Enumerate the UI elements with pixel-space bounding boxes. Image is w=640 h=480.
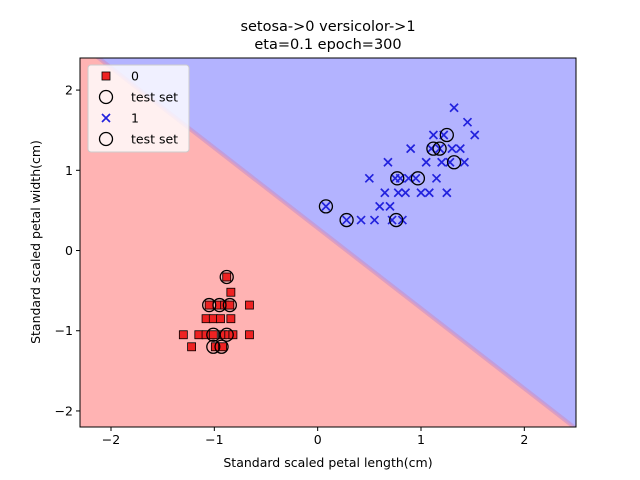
- point-test-set: [339, 212, 354, 228]
- point-class1: [459, 157, 470, 167]
- legend-marker-x: [101, 113, 111, 123]
- legend-item: 0: [101, 69, 139, 84]
- point-class1: [321, 201, 331, 212]
- legend-item: test set: [98, 131, 178, 147]
- x-tick-label: 0: [314, 432, 322, 447]
- legend-label: 0: [131, 69, 139, 84]
- point-class1: [431, 173, 442, 183]
- point-test-set: [219, 269, 234, 285]
- legend-label: test set: [131, 132, 178, 147]
- point-class0: [225, 300, 235, 310]
- point-class0: [187, 342, 197, 352]
- point-class1: [445, 157, 455, 167]
- x-tick-label: −1: [205, 432, 223, 447]
- point-class0: [222, 272, 232, 282]
- point-class0: [194, 330, 204, 340]
- point-test-set: [389, 212, 404, 228]
- legend-label: test set: [131, 90, 178, 105]
- point-class1: [369, 215, 380, 225]
- y-axis-label: Standard scaled petal width(cm): [28, 140, 43, 344]
- plot-frame: [79, 57, 577, 428]
- point-class1: [356, 215, 366, 225]
- x-axis-label: Standard scaled petal length(cm): [223, 455, 432, 470]
- legend-label: 1: [131, 111, 139, 126]
- point-class0: [245, 330, 254, 340]
- series-test-set: [202, 127, 462, 354]
- point-class1: [442, 188, 452, 198]
- point-class1: [364, 173, 374, 183]
- point-test-set: [432, 141, 447, 156]
- point-class0: [216, 314, 225, 324]
- point-test-set: [212, 297, 227, 313]
- point-class1: [387, 215, 397, 225]
- y-tick-label: 2: [65, 83, 73, 98]
- y-tick-label: 0: [65, 243, 73, 258]
- legend-item: test set: [98, 89, 178, 105]
- point-class1: [380, 188, 390, 198]
- x-axis: −2 −1 0 1 2: [102, 427, 528, 447]
- point-test-set: [214, 339, 229, 354]
- y-axis: −2 −1 0 1 2: [55, 83, 80, 418]
- legend-marker-ring: [98, 131, 114, 147]
- legend-item: 1: [101, 111, 139, 126]
- chart-title-line1: setosa->0 versicolor->1: [240, 19, 415, 35]
- point-class1: [406, 144, 416, 154]
- point-class1: [341, 215, 352, 225]
- x-tick-label: −2: [102, 432, 120, 447]
- point-test-set: [318, 199, 334, 214]
- point-test-set: [446, 155, 462, 170]
- point-class1: [400, 188, 411, 198]
- point-class0: [201, 314, 211, 324]
- point-class0: [226, 314, 236, 324]
- point-class1: [462, 117, 473, 127]
- point-class1: [411, 173, 421, 183]
- point-class1: [455, 144, 465, 154]
- point-class1: [385, 201, 395, 212]
- point-test-set: [439, 127, 454, 143]
- y-tick-label: 1: [65, 163, 73, 178]
- legend: 0 test set 1 test set: [87, 64, 190, 153]
- plot-area: [80, 58, 576, 427]
- point-class1: [393, 188, 403, 198]
- point-class1: [375, 201, 385, 212]
- point-class0: [226, 287, 236, 297]
- y-tick-label: −1: [55, 323, 73, 338]
- point-test-set: [222, 297, 237, 313]
- point-class0: [245, 300, 254, 310]
- y-tick-label: −2: [55, 403, 73, 418]
- point-class1: [428, 130, 439, 140]
- point-class1: [470, 130, 480, 140]
- legend-box: [87, 64, 190, 153]
- point-class0: [178, 330, 188, 340]
- point-test-set: [219, 327, 234, 342]
- point-test-set: [426, 141, 441, 156]
- point-test-set: [202, 297, 217, 313]
- point-test-set: [390, 171, 405, 186]
- legend-marker-square: [101, 71, 111, 81]
- legend-marker-ring: [98, 89, 114, 105]
- point-class1: [416, 188, 426, 198]
- point-class1: [383, 157, 393, 167]
- x-tick-label: 1: [417, 432, 425, 447]
- series-class0: [178, 272, 254, 352]
- series-class1: [321, 103, 480, 225]
- point-class1: [449, 103, 459, 113]
- point-class0: [208, 330, 218, 340]
- point-class1: [447, 144, 457, 154]
- point-class0: [204, 300, 214, 310]
- point-class0: [201, 330, 211, 340]
- point-class0: [208, 314, 218, 324]
- point-test-set: [206, 339, 221, 354]
- point-class1: [437, 157, 447, 167]
- point-class0: [218, 342, 228, 352]
- point-class1: [424, 188, 434, 198]
- x-tick-label: 2: [520, 432, 528, 447]
- point-test-set: [410, 171, 426, 186]
- chart-title-line2: eta=0.1 epoch=300: [254, 37, 401, 53]
- point-class1: [421, 157, 431, 167]
